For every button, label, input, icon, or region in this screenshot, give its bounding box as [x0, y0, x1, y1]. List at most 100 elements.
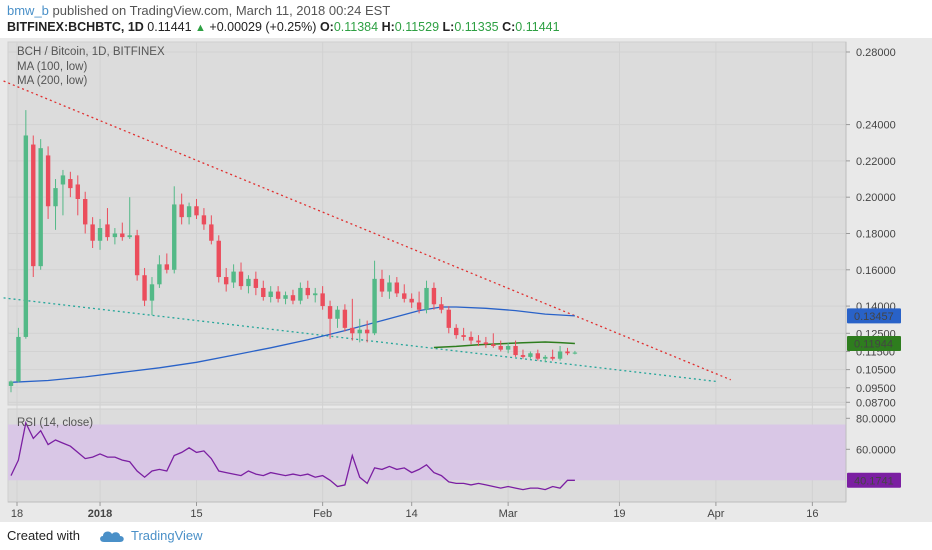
chart-canvas[interactable]: 0.087000.095000.105000.115000.125000.140… — [0, 38, 932, 522]
price-pane[interactable] — [7, 41, 847, 406]
high-label: H: — [381, 20, 395, 34]
low-label: L: — [442, 20, 455, 34]
rsi-badge-bg — [847, 472, 901, 488]
author-link[interactable]: bmw_b — [7, 3, 49, 18]
ma200-line — [433, 341, 575, 349]
candle-body — [357, 329, 362, 334]
candle-body — [31, 144, 36, 267]
time-tick-label: 15 — [190, 508, 202, 520]
open-value: 0.11384 — [333, 20, 379, 34]
candle-body — [246, 278, 251, 287]
ma100-badge-bg — [847, 308, 901, 324]
time-tick-label: 14 — [406, 508, 418, 520]
candle-body — [483, 342, 489, 345]
candle-body — [372, 278, 377, 334]
candle-body — [305, 287, 310, 296]
last-price: 0.11441 — [147, 20, 192, 34]
price-axis[interactable]: 0.087000.095000.105000.115000.125000.140… — [846, 47, 896, 456]
candle-body — [53, 188, 58, 207]
candle-body — [387, 282, 392, 292]
candle-body — [157, 264, 162, 285]
candle-body — [379, 278, 385, 292]
price-tick-label: 0.09500 — [856, 383, 896, 395]
candle-body — [335, 309, 340, 319]
candle-body — [112, 233, 118, 238]
time-tick-label: Mar — [499, 508, 518, 520]
candle-body — [528, 353, 533, 357]
candle-body — [498, 346, 503, 350]
candle-body — [97, 228, 103, 241]
candle-body — [105, 224, 110, 238]
price-tick-label: 0.28000 — [856, 47, 896, 59]
time-tick-label: 18 — [11, 508, 23, 520]
candle-body — [253, 278, 259, 288]
candle-body — [268, 291, 273, 298]
tradingview-brand[interactable]: TradingView — [131, 528, 203, 543]
price-tick-label: 0.08700 — [856, 397, 896, 409]
ma100-line — [10, 306, 575, 383]
candle-body — [557, 351, 563, 359]
candle-body — [431, 287, 437, 305]
price-change: +0.00029 (+0.25%) — [209, 20, 317, 34]
candle-body — [60, 175, 66, 185]
candle-body — [342, 309, 348, 328]
candle-body — [505, 346, 511, 350]
rsi-band — [8, 424, 846, 481]
candle-body — [179, 204, 184, 218]
time-axis[interactable]: 18 2018 15 Feb 14 Mar 19 Apr 16 — [11, 502, 819, 520]
candle-body — [327, 306, 333, 319]
candle-body — [461, 335, 466, 337]
rsi-band-fill — [8, 424, 846, 481]
chart-area[interactable]: 0.08700 0.09500 0.10500 0.11500 0.12500 0.140… — [0, 38, 932, 522]
candle-body — [142, 275, 147, 301]
rsi-legend: RSI (14, close) — [17, 417, 93, 429]
close-label: C: — [502, 20, 516, 34]
candles — [8, 110, 578, 393]
price-tick-label: 0.24000 — [856, 120, 896, 132]
low-value: 0.11335 — [454, 20, 499, 34]
candle-body — [45, 155, 51, 207]
ma200-badge-bg — [847, 335, 901, 351]
candle-body — [127, 235, 132, 238]
candle-body — [223, 277, 229, 285]
candle-body — [298, 287, 303, 301]
candle-body — [68, 179, 73, 189]
candle-body — [283, 295, 288, 299]
ma100-legend: MA (100, low) — [17, 61, 87, 73]
price-tick-label: 0.18000 — [856, 228, 896, 240]
candle-body — [550, 356, 555, 359]
candle-body — [476, 340, 481, 343]
candle-body — [149, 284, 155, 301]
candle-body — [394, 282, 400, 294]
candle-body — [543, 356, 548, 359]
candle-body — [535, 353, 541, 359]
publish-text: published on TradingView.com, March 11, … — [48, 3, 391, 18]
candle-body — [164, 264, 170, 270]
candle-body — [513, 346, 518, 356]
candle-body — [290, 295, 296, 301]
candle-body — [120, 233, 125, 238]
trendlines — [3, 80, 731, 383]
candle-body — [364, 329, 370, 334]
candle-body — [424, 287, 429, 310]
candle-body — [209, 224, 214, 241]
candle-body — [90, 224, 95, 241]
cloud-logo-icon — [100, 531, 124, 542]
price-tick-label: 0.20000 — [856, 192, 896, 204]
candle-body — [439, 304, 444, 310]
high-value: 0.11529 — [394, 20, 440, 34]
rsi-tick-label: 60.0000 — [856, 444, 896, 456]
time-tick-label: 19 — [613, 508, 625, 520]
footer: Created with TradingView — [0, 522, 932, 550]
candle-body — [402, 293, 407, 299]
candle-body — [520, 355, 526, 357]
candle-body — [446, 309, 451, 328]
candle-body — [313, 293, 318, 296]
moving-averages — [10, 306, 575, 383]
gridlines — [8, 42, 846, 502]
candle-body — [201, 215, 207, 225]
price-tick-label: 0.10500 — [856, 365, 896, 377]
candle-body — [194, 206, 199, 216]
ma200-legend: MA (200, low) — [17, 75, 87, 87]
candle-body — [491, 344, 496, 347]
